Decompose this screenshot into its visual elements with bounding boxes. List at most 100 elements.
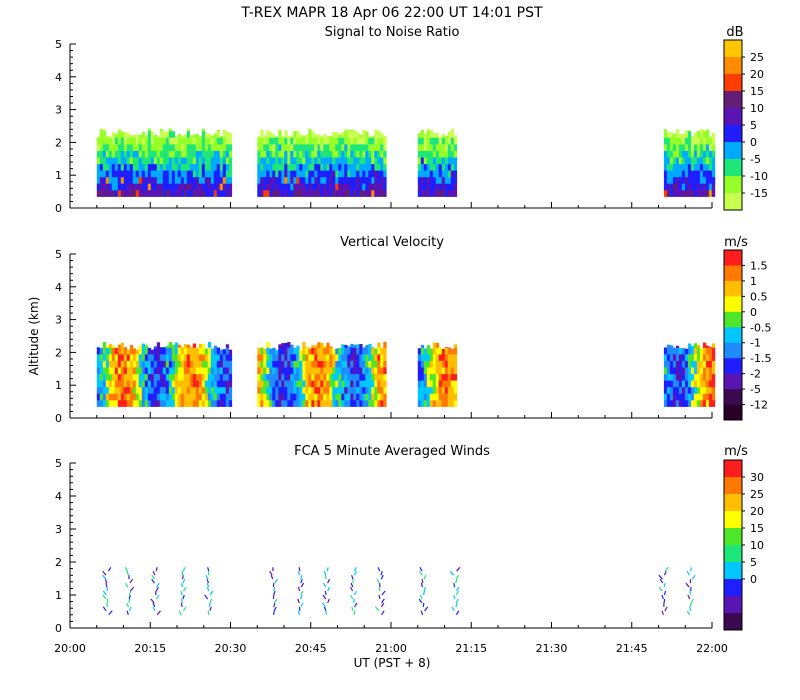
- vv-cell: [171, 344, 176, 348]
- snr-cell: [105, 150, 110, 158]
- vv-cell: [684, 400, 689, 407]
- snr-cell: [275, 190, 279, 197]
- vv-cell: [207, 380, 212, 388]
- snr-cell: [359, 150, 363, 158]
- vv-cell: [192, 360, 197, 368]
- snr-cell: [314, 183, 318, 191]
- vv-cell: [302, 393, 306, 401]
- snr-cell: [338, 157, 342, 165]
- snr-cell: [183, 190, 188, 197]
- snr-cell: [377, 137, 381, 145]
- snr-cell: [356, 176, 360, 184]
- wind-barb: [658, 586, 663, 592]
- snr-cell: [272, 150, 276, 158]
- snr-cell: [675, 183, 680, 191]
- snr-cell: [144, 144, 149, 151]
- vv-cell: [281, 380, 285, 388]
- snr-cell: [429, 129, 434, 132]
- snr-cell: [153, 170, 158, 178]
- vv-cell: [201, 393, 206, 401]
- snr-cell: [120, 131, 125, 138]
- vv-cell: [311, 345, 315, 348]
- snr-cell: [284, 170, 288, 178]
- snr-cell: [207, 183, 212, 191]
- wind-barb: [207, 567, 210, 572]
- vv-cell: [144, 347, 149, 355]
- snr-cell: [356, 157, 360, 165]
- vv-cell: [690, 373, 695, 381]
- vv-cell: [314, 373, 318, 381]
- snr-cell: [311, 170, 315, 178]
- vv-cell: [675, 347, 680, 355]
- snr-cell: [168, 128, 173, 132]
- snr-cell: [441, 137, 446, 145]
- snr-cell: [299, 163, 303, 171]
- vv-cell: [350, 360, 354, 368]
- snr-cell: [213, 137, 218, 145]
- snr-cell: [329, 157, 333, 165]
- snr-cell: [371, 150, 375, 158]
- snr-cell: [353, 176, 357, 184]
- snr-cell: [278, 183, 282, 191]
- snr-cell: [120, 157, 125, 165]
- vv-cell: [105, 354, 110, 361]
- vv-cell: [441, 386, 446, 394]
- snr-cell: [96, 137, 101, 145]
- snr-cell: [195, 157, 200, 165]
- vv-cell: [675, 367, 680, 375]
- vv-cell: [705, 373, 710, 381]
- winds-colorbar-units: m/s: [724, 444, 748, 459]
- snr-cell: [314, 176, 318, 184]
- colorbar-swatch: [724, 389, 742, 405]
- snr-cell: [314, 190, 318, 197]
- snr-cell: [383, 176, 387, 184]
- snr-cell: [189, 176, 194, 184]
- snr-cell: [453, 170, 458, 178]
- snr-cell: [305, 137, 309, 145]
- snr-cell: [183, 170, 188, 178]
- snr-cell: [290, 170, 294, 178]
- wind-barb: [381, 610, 385, 616]
- wind-barb: [421, 579, 424, 584]
- snr-cell: [326, 170, 330, 178]
- wind-barb: [685, 582, 690, 588]
- snr-cell: [180, 135, 185, 138]
- vv-cell: [204, 400, 209, 407]
- vv-cell: [441, 400, 446, 407]
- vv-cell: [257, 373, 261, 381]
- wind-profile: [658, 566, 669, 615]
- snr-cell: [138, 150, 143, 158]
- snr-cell: [699, 129, 704, 132]
- wind-barb: [375, 606, 380, 612]
- snr-cell: [144, 183, 149, 191]
- vv-cell: [147, 373, 152, 381]
- snr-cell: [129, 144, 134, 151]
- snr-cell: [305, 157, 309, 165]
- snr-cell: [281, 157, 285, 165]
- vv-cell: [302, 342, 306, 348]
- vv-cell: [263, 367, 267, 375]
- snr-cell: [177, 134, 182, 138]
- snr-cell: [272, 137, 276, 145]
- snr-cell: [341, 170, 345, 178]
- snr-cell: [450, 144, 455, 151]
- snr-cell: [702, 183, 707, 191]
- snr-cell: [335, 132, 339, 138]
- snr-cell: [198, 183, 203, 191]
- vv-cell: [183, 393, 188, 401]
- vv-cell: [219, 393, 224, 401]
- vv-cell: [165, 373, 170, 381]
- snr-cell: [377, 130, 381, 138]
- vv-cell: [111, 345, 116, 348]
- vv-cell: [168, 367, 173, 375]
- snr-cell: [96, 144, 101, 151]
- vv-cell: [108, 386, 113, 394]
- snr-cell: [141, 176, 146, 184]
- snr-cell: [359, 144, 363, 151]
- vv-cell: [284, 342, 288, 348]
- snr-cell: [117, 150, 122, 158]
- vv-cell: [269, 386, 273, 394]
- vv-cell: [687, 400, 692, 407]
- vv-cell: [129, 393, 134, 401]
- snr-cell: [144, 176, 149, 184]
